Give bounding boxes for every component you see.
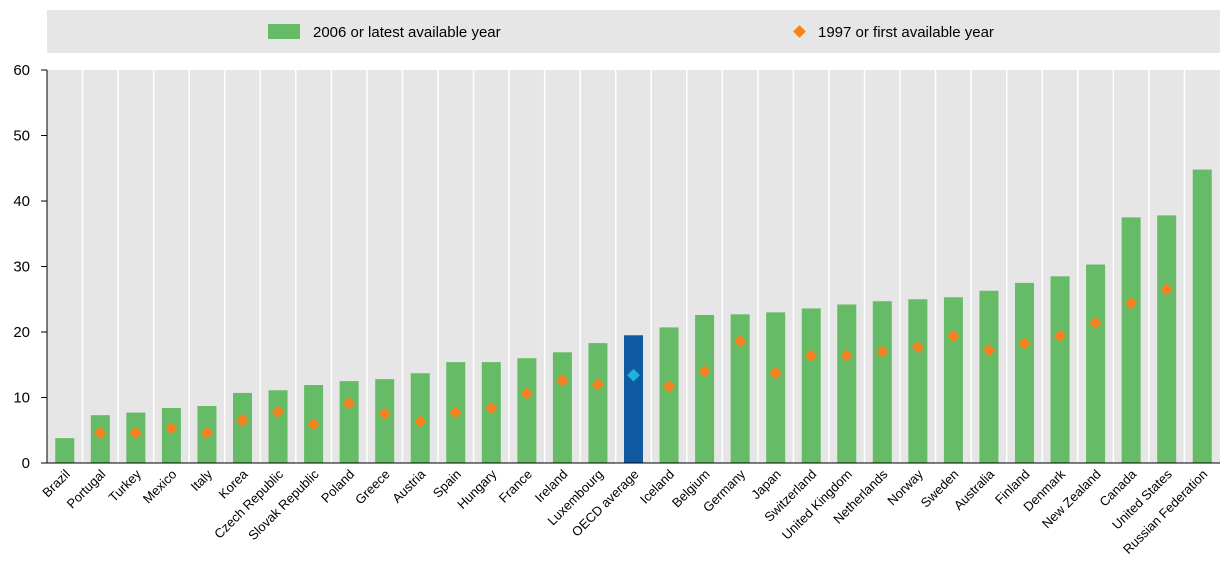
marker-hungary <box>484 401 498 415</box>
bar-mexico <box>161 407 181 463</box>
y-tick-label: 50 <box>13 128 30 145</box>
bar-germany <box>730 314 750 463</box>
bar-czech-republic <box>268 390 288 463</box>
x-tick-label-turkey: Turkey <box>106 466 145 505</box>
y-tick-label: 10 <box>13 390 30 407</box>
bar-new-zealand <box>1086 264 1106 463</box>
marker-korea <box>236 414 249 427</box>
legend-label-marker: 1997 or first available year <box>818 24 994 41</box>
bar-ireland <box>552 352 572 463</box>
bar-oecd-average <box>624 335 643 463</box>
legend-label-bar: 2006 or latest available year <box>313 24 501 41</box>
marker-poland <box>342 397 356 410</box>
bar-iceland <box>659 327 679 463</box>
x-tick-label-mexico: Mexico <box>140 467 180 507</box>
bar-japan <box>766 312 786 463</box>
bar-korea <box>233 392 252 463</box>
marker-turkey <box>129 426 143 440</box>
x-tick-label-italy: Italy <box>188 466 216 494</box>
y-tick-label: 0 <box>22 455 30 472</box>
y-tick-label: 20 <box>13 324 30 341</box>
marker-greece <box>378 407 392 421</box>
bar-brazil <box>55 438 75 463</box>
legend-swatch-bar <box>268 24 300 39</box>
y-tick-label: 40 <box>13 193 30 210</box>
bar-belgium <box>695 314 715 463</box>
y-tick-label: 60 <box>13 62 30 79</box>
x-tick-label-australia: Australia <box>951 466 998 513</box>
bar-united-kingdom <box>837 304 857 463</box>
bar-switzerland <box>801 308 821 463</box>
marker-slovak-republic <box>307 417 320 431</box>
bar-greece <box>375 379 395 463</box>
y-axis: 0 10 20 30 40 50 60 <box>13 62 1220 472</box>
bar-sweden <box>943 297 963 463</box>
marker-mexico <box>165 421 178 435</box>
legend-band <box>47 10 1220 53</box>
bar-netherlands <box>872 301 892 463</box>
marker-czech-republic <box>271 405 285 419</box>
x-tick-label-france: France <box>496 467 535 506</box>
marker-italy <box>200 426 214 440</box>
bar-denmark <box>1050 276 1070 463</box>
x-tick-label-greece: Greece <box>352 467 393 508</box>
marker-austria <box>413 415 427 429</box>
bar-australia <box>979 290 999 463</box>
x-tick-label-portugal: Portugal <box>64 466 109 511</box>
marker-portugal <box>93 426 107 440</box>
bar-canada <box>1121 217 1141 463</box>
x-tick-label-austria: Austria <box>389 466 429 506</box>
bar-luxembourg <box>588 343 608 463</box>
x-tick-label-poland: Poland <box>318 467 357 506</box>
bar-france <box>517 358 537 463</box>
x-tick-label-hungary: Hungary <box>454 466 500 512</box>
bar-finland <box>1015 282 1034 463</box>
bar-united-states <box>1157 215 1177 463</box>
bar-russian-federation <box>1192 169 1212 463</box>
bars <box>55 169 1212 463</box>
marker-spain <box>449 406 463 419</box>
bar-poland <box>339 381 359 463</box>
bar-norway <box>908 299 928 463</box>
y-tick-label: 30 <box>13 259 30 276</box>
